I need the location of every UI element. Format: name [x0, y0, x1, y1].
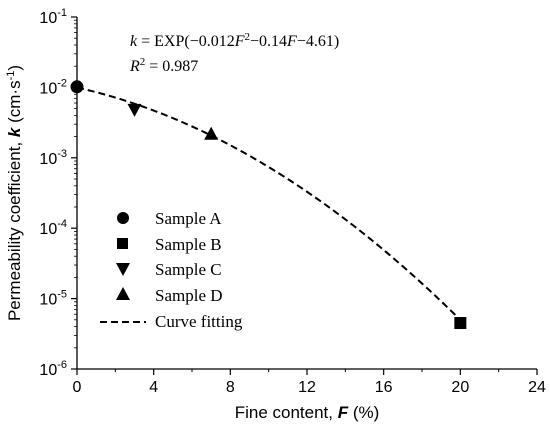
legend-marker-square — [117, 238, 128, 249]
data-point-sample-c — [127, 103, 142, 117]
y-tick-label: 10-1 — [39, 7, 67, 27]
legend-label-sample-a: Sample A — [155, 209, 222, 228]
legend-marker-triangle-up — [116, 287, 130, 300]
fit-r-squared: R2 = 0.987 — [129, 56, 198, 75]
x-tick-label: 24 — [528, 379, 546, 396]
legend-label-sample-c: Sample C — [155, 260, 222, 279]
x-tick-label: 4 — [149, 379, 158, 396]
data-point-sample-b — [454, 317, 467, 330]
x-tick-label: 0 — [73, 379, 82, 396]
data-point-sample-a — [70, 80, 84, 94]
x-tick-label: 20 — [451, 379, 469, 396]
legend-item-sample-d: Sample D — [116, 286, 223, 305]
legend-item-sample-c: Sample C — [116, 260, 222, 279]
legend-item-sample-a: Sample A — [117, 209, 222, 228]
legend-label-curve-fitting: Curve fitting — [155, 312, 243, 331]
y-tick-label: 10-6 — [39, 359, 67, 379]
fit-curve — [76, 86, 462, 321]
legend-marker-circle — [117, 212, 129, 224]
legend-label-sample-b: Sample B — [155, 235, 222, 254]
y-tick-label: 10-5 — [39, 289, 67, 309]
legend: Sample A Sample B Sample C Sample D Curv… — [100, 209, 243, 331]
y-tick-label: 10-4 — [39, 218, 67, 238]
y-tick-label: 10-2 — [39, 77, 67, 97]
y-axis-title: Permeability coefficient, k (cm·s-1) — [5, 65, 24, 321]
legend-item-curve-fitting: Curve fitting — [100, 312, 243, 331]
x-tick-label: 16 — [375, 379, 393, 396]
y-tick-label: 10-3 — [39, 148, 67, 168]
legend-item-sample-b: Sample B — [117, 235, 222, 254]
x-tick-label: 8 — [226, 379, 235, 396]
legend-marker-triangle-down — [116, 263, 130, 276]
x-axis-title: Fine content, F (%) — [235, 403, 380, 422]
legend-label-sample-d: Sample D — [155, 286, 223, 305]
data-point-sample-d — [204, 126, 219, 140]
x-tick-label: 12 — [298, 379, 316, 396]
fit-equation: k = EXP(−0.012F2−0.14F−4.61) — [130, 31, 339, 50]
